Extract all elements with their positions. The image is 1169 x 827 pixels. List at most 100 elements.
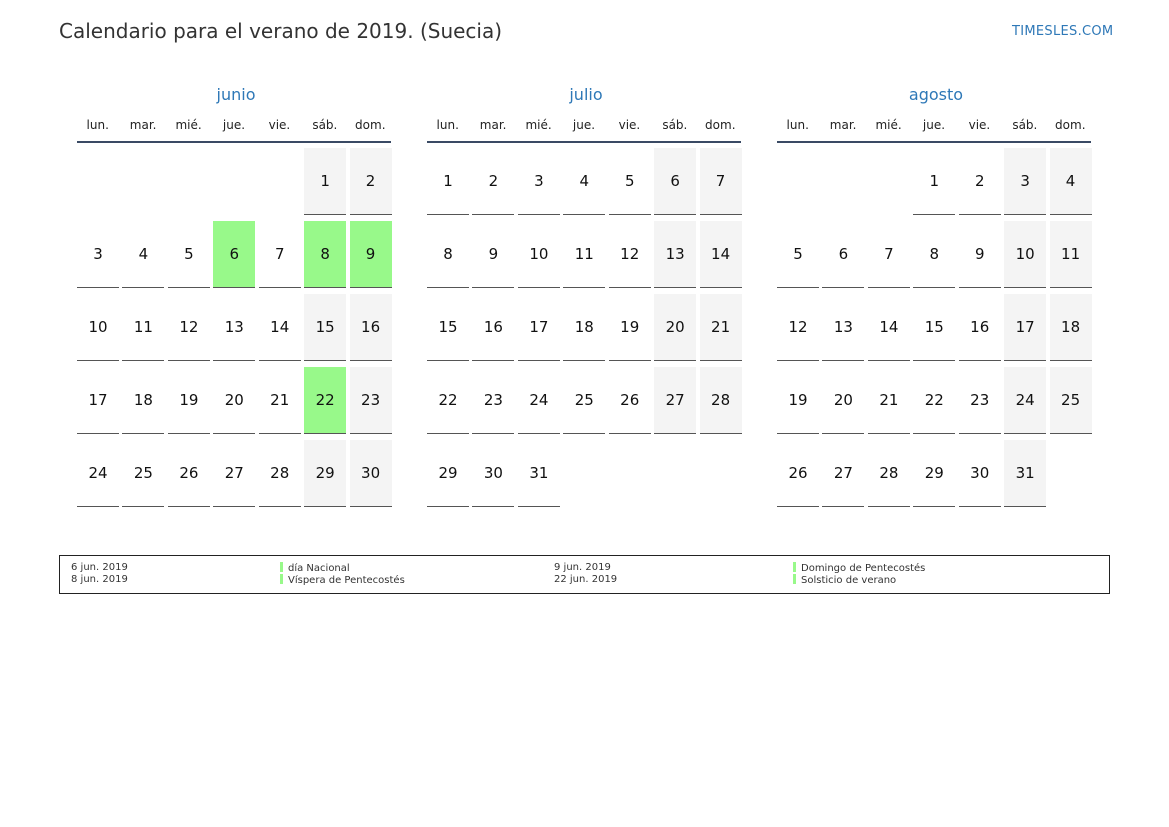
day-cell: 20 [822,367,865,434]
day-cell: 11 [122,294,165,361]
day-cell: 5 [167,221,210,288]
day-cell: 8 [427,221,469,288]
day-cell: 26 [167,440,210,507]
weekday-label: mar. [129,118,157,132]
day-cell: 13 [822,294,865,361]
day-cell: 6 [822,221,865,288]
day-cell: 13 [213,294,256,361]
day-cell: 23 [349,367,392,434]
legend-holiday-name: Víspera de Pentecostés [288,575,405,586]
legend-date: 8 jun. 2019 [71,574,128,585]
legend-holiday: Domingo de Pentecostés [793,562,925,574]
weekday-label: sáb. [662,118,688,132]
brand-link[interactable]: TIMESLES.COM [1012,24,1114,39]
month-name: julio [569,85,603,104]
day-cell: 24 [1004,367,1047,434]
day-cell: 22 [304,367,347,434]
day-cell: 17 [1004,294,1047,361]
day-cell: 7 [258,221,301,288]
weekday-label: lun. [786,118,809,132]
day-cell: 16 [958,294,1001,361]
weekday-label: lun. [436,118,459,132]
day-cell: 21 [867,367,910,434]
day-cell: 17 [517,294,560,361]
header-rule [777,141,1091,143]
month-name: agosto [908,85,964,104]
day-cell: 29 [427,440,469,507]
holiday-marker-icon [280,574,283,584]
day-cell: 3 [1004,148,1047,215]
day-cell: 15 [913,294,956,361]
legend-holiday-name: Domingo de Pentecostés [801,563,926,574]
day-cell: 15 [304,294,347,361]
day-cell: 10 [1004,221,1047,288]
day-cell: 10 [77,294,119,361]
weekday-label: mar. [479,118,507,132]
legend-date: 6 jun. 2019 [71,562,128,573]
legend-holiday-name: día Nacional [288,563,350,574]
day-cell: 31 [517,440,560,507]
day-cell: 16 [472,294,515,361]
weekday-label: mié. [875,118,902,132]
weekday-label: vie. [268,118,291,132]
day-cell: 1 [427,148,469,215]
day-cell: 2 [349,148,392,215]
weekday-label: dom. [355,118,386,132]
header-rule [77,141,391,143]
day-cell: 11 [563,221,606,288]
day-cell: 21 [258,367,301,434]
day-cell: 14 [867,294,910,361]
day-cell: 4 [122,221,165,288]
weekday-label: lun. [86,118,109,132]
day-cell: 19 [608,294,651,361]
weekday-label: vie. [618,118,641,132]
legend-date: 9 jun. 2019 [554,562,611,573]
day-cell: 7 [867,221,910,288]
day-cell: 2 [958,148,1001,215]
day-cell: 25 [1049,367,1092,434]
legend-holiday-name: Solsticio de verano [801,575,897,586]
day-cell: 24 [517,367,560,434]
day-cell: 30 [349,440,392,507]
day-cell: 18 [563,294,606,361]
day-cell: 20 [213,367,256,434]
day-cell: 8 [304,221,347,288]
day-cell: 6 [213,221,256,288]
weekday-label: vie. [968,118,991,132]
day-cell: 5 [608,148,651,215]
day-cell: 31 [1004,440,1047,507]
weekday-label: mar. [829,118,857,132]
day-cell: 22 [913,367,956,434]
day-cell: 9 [349,221,392,288]
day-cell: 10 [517,221,560,288]
holiday-marker-icon [280,562,283,572]
day-cell: 22 [427,367,469,434]
day-cell: 8 [913,221,956,288]
header-rule [427,141,741,143]
day-cell: 29 [913,440,956,507]
day-cell: 24 [77,440,119,507]
day-cell: 3 [517,148,560,215]
day-cell: 25 [122,440,165,507]
day-cell: 11 [1049,221,1092,288]
weekday-label: sáb. [312,118,338,132]
legend-holiday: Solsticio de verano [793,574,925,586]
day-cell: 16 [349,294,392,361]
day-cell: 27 [654,367,697,434]
holiday-marker-icon [793,574,796,584]
day-cell: 28 [258,440,301,507]
legend-holiday: Víspera de Pentecostés [280,574,405,586]
day-cell: 2 [472,148,515,215]
day-cell: 7 [699,148,742,215]
holiday-marker-icon [793,562,796,572]
day-cell: 27 [822,440,865,507]
weekday-label: jue. [222,118,246,132]
day-cell: 18 [122,367,165,434]
day-cell: 28 [867,440,910,507]
day-cell: 1 [304,148,347,215]
weekday-label: mié. [525,118,552,132]
day-cell: 23 [958,367,1001,434]
month-name: junio [216,85,256,104]
day-cell: 30 [472,440,515,507]
day-cell: 28 [699,367,742,434]
